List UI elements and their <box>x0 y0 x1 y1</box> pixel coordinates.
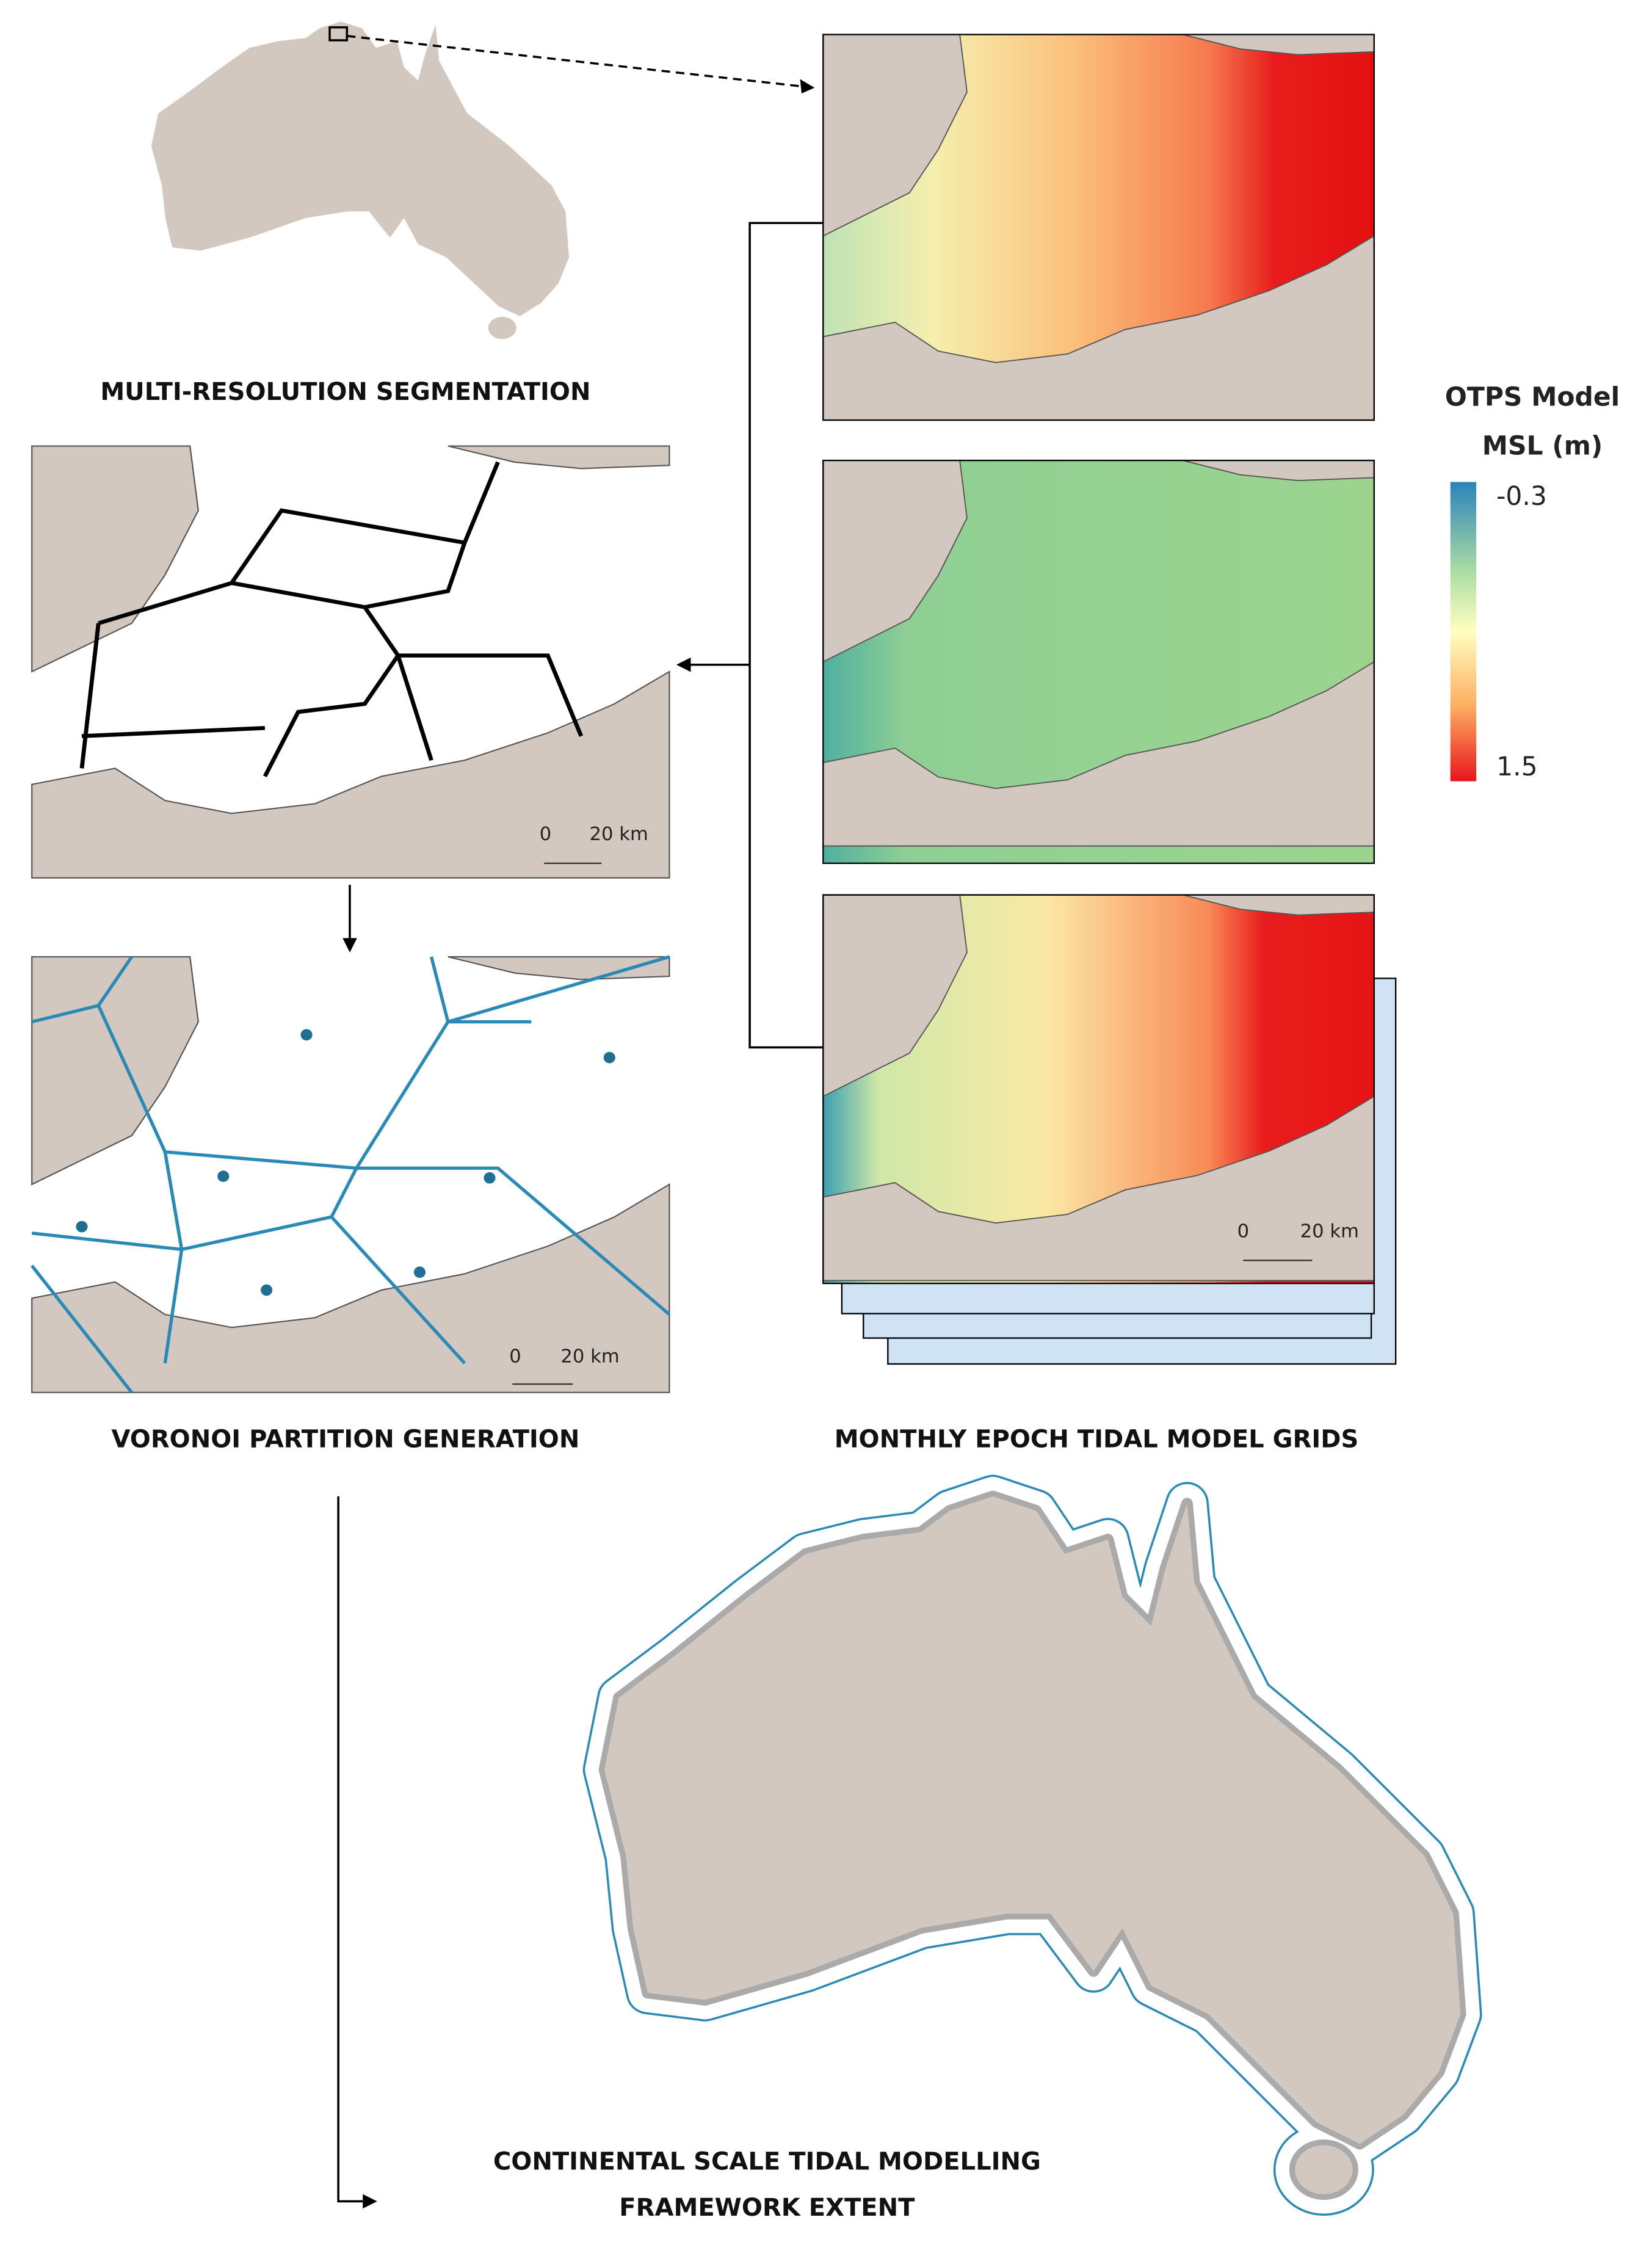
panel-title: MONTHLY EPOCH TIDAL MODEL GRIDS <box>835 1426 1359 1454</box>
scale-zero: 0 <box>1237 1221 1249 1242</box>
panel-title: VORONOI PARTITION GENERATION <box>111 1426 579 1454</box>
colorbar-tick-label: -0.3 <box>1496 482 1547 512</box>
legend-title: OTPS Model <box>1445 383 1620 413</box>
panel-title: CONTINENTAL SCALE TIDAL MODELLING <box>493 2148 1041 2176</box>
panel-title: FRAMEWORK EXTENT <box>619 2194 915 2222</box>
grid-panel-1 <box>822 34 1375 421</box>
legend-title: MSL (m) <box>1482 432 1603 462</box>
panel-title: MULTI-RESOLUTION SEGMENTATION <box>100 378 590 406</box>
scale-km: 20 km <box>1300 1221 1359 1242</box>
scale-km: 20 km <box>590 824 648 845</box>
colorbar <box>1450 482 1477 782</box>
bracket <box>687 222 824 1049</box>
scale-zero: 0 <box>540 824 552 845</box>
voronoi-panel <box>31 955 671 1394</box>
colorbar-tick-label: 1.5 <box>1496 752 1537 782</box>
scale-zero: 0 <box>509 1346 521 1368</box>
scale-km: 20 km <box>560 1346 619 1368</box>
small-australia <box>151 21 570 339</box>
segmentation-panel <box>31 445 670 879</box>
continental-map <box>604 1496 1460 2194</box>
locator <box>328 26 349 42</box>
dashed-arrow <box>347 35 815 89</box>
grid-panel-3: 0 20 km <box>822 894 1375 1285</box>
grid-panel-2 <box>822 459 1375 865</box>
